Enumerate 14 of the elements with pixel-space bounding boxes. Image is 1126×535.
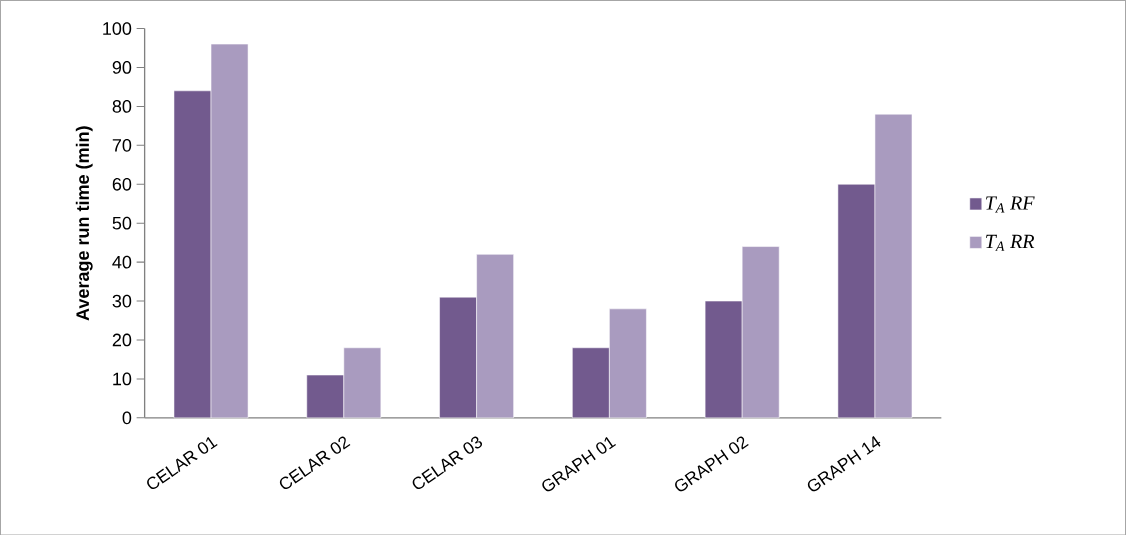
y-tick-label: 50 — [112, 216, 132, 230]
y-tick-label: 70 — [112, 138, 132, 152]
y-tick-label: 60 — [112, 177, 132, 191]
y-tick-label: 40 — [112, 255, 132, 269]
y-axis-title: Average run time (min) — [75, 126, 93, 321]
y-tick-label: 0 — [122, 411, 132, 424]
y-tick-label: 80 — [112, 99, 132, 113]
y-tick-label: 10 — [113, 372, 132, 386]
y-tick-label: 90 — [112, 60, 132, 74]
y-tick-label: 100 — [103, 21, 132, 35]
legend-label: T$_{A}$ RR — [986, 234, 1035, 251]
legend-label: T$_{A}$ RF — [986, 196, 1035, 213]
y-tick-label: 20 — [112, 333, 132, 347]
y-tick-label: 30 — [112, 294, 132, 308]
